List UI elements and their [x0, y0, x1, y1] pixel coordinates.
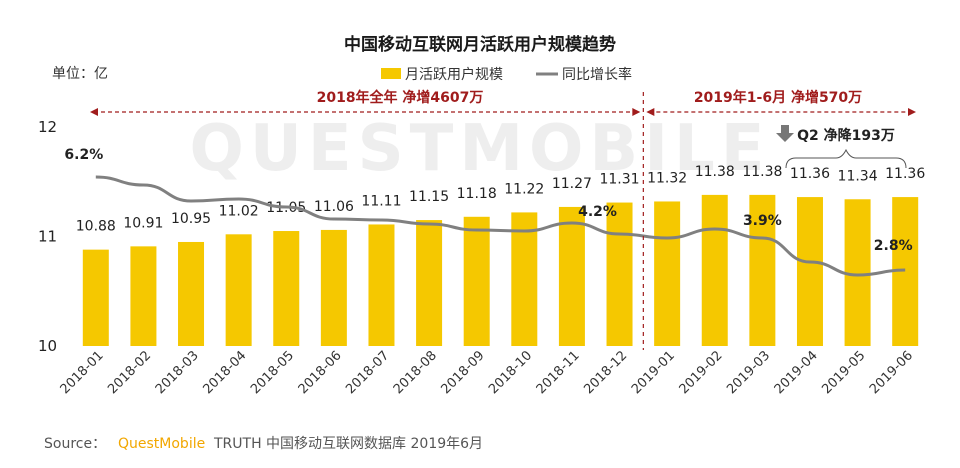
- watermark-text: QUESTMOBILE: [189, 112, 770, 186]
- chart-title: 中国移动互联网月活跃用户规模趋势: [344, 34, 616, 55]
- bar-2019-03: [749, 194, 776, 346]
- legend-label-bar: 月活跃用户规模: [405, 66, 503, 83]
- x-tick-label: 2018-03: [153, 348, 202, 397]
- growth-rate-label: 6.2%: [64, 147, 103, 163]
- bar-2018-09: [463, 216, 490, 346]
- bar-value-label: 11.15: [409, 189, 449, 205]
- period-2019-arrow-left: [646, 108, 655, 116]
- period-2019-arrow-right: [908, 108, 916, 116]
- bar-value-label: 11.38: [742, 164, 782, 180]
- bar-2019-05: [844, 199, 871, 346]
- x-tick-label: 2019-01: [629, 348, 678, 397]
- unit-label: 单位：亿: [52, 66, 108, 82]
- bar-value-label: 11.36: [885, 166, 925, 182]
- down-arrow-icon: [776, 125, 794, 142]
- bar-value-label: 11.18: [457, 186, 497, 202]
- growth-rate-label: 3.9%: [743, 213, 782, 229]
- bar-value-label: 11.06: [314, 199, 354, 215]
- x-tick-label: 2018-09: [439, 348, 488, 397]
- bar-value-label: 11.27: [552, 176, 592, 192]
- growth-rate-label: 4.2%: [578, 204, 617, 220]
- bar-2018-07: [368, 224, 395, 346]
- x-tick-label: 2019-04: [772, 348, 821, 397]
- bar-value-label: 11.38: [695, 164, 735, 180]
- growth-rate-label: 2.8%: [874, 238, 913, 254]
- x-tick-label: 2018-05: [248, 348, 297, 397]
- bar-value-label: 10.91: [123, 215, 163, 231]
- y-tick-label: 12: [38, 118, 57, 136]
- bar-value-label: 11.22: [504, 181, 544, 197]
- period-2018-label: 2018年全年 净增4607万: [317, 89, 484, 106]
- bar-2019-01: [654, 201, 681, 346]
- bar-2018-12: [606, 202, 633, 346]
- x-tick-label: 2019-06: [867, 348, 916, 397]
- x-tick-label: 2018-11: [534, 348, 583, 397]
- x-tick-label: 2018-07: [343, 348, 392, 397]
- x-tick-label: 2018-08: [391, 348, 440, 397]
- x-tick-label: 2019-05: [819, 348, 868, 397]
- bar-2018-03: [178, 241, 205, 346]
- period-2018-arrow-left: [90, 108, 98, 116]
- legend-swatch-bar: [381, 68, 401, 79]
- x-tick-label: 2018-02: [105, 348, 154, 397]
- bar-value-label: 11.36: [790, 166, 830, 182]
- bar-2018-06: [320, 229, 347, 346]
- source-rest: TRUTH 中国移动互联网数据库 2019年6月: [213, 436, 483, 452]
- growth-rate-line: [95, 175, 906, 277]
- period-2018-arrow-right: [632, 108, 641, 116]
- x-tick-label: 2019-03: [724, 348, 773, 397]
- bar-2018-02: [130, 246, 157, 346]
- x-tick-label: 2018-01: [58, 348, 107, 397]
- x-tick-label: 2018-04: [200, 348, 249, 397]
- legend-label-line: 同比增长率: [562, 66, 632, 83]
- bar-2018-08: [416, 220, 443, 346]
- x-tick-label: 2018-10: [486, 348, 535, 397]
- bar-2019-04: [796, 197, 823, 346]
- bar-2018-04: [225, 234, 252, 346]
- period-2019-label: 2019年1-6月 净增570万: [694, 89, 862, 106]
- bar-value-label: 10.95: [171, 211, 211, 227]
- y-tick-label: 10: [38, 337, 57, 355]
- bar-2018-01: [82, 249, 109, 346]
- source-brand: QuestMobile: [118, 436, 205, 452]
- bar-value-label: 11.32: [647, 170, 687, 186]
- x-tick-label: 2018-06: [296, 348, 345, 397]
- q2-brace: [785, 148, 907, 169]
- bar-2018-11: [558, 206, 585, 346]
- bar-2019-02: [701, 194, 728, 346]
- bar-value-label: 11.31: [599, 172, 639, 188]
- x-tick-label: 2018-12: [581, 348, 630, 397]
- bar-value-label: 10.88: [76, 219, 116, 235]
- y-tick-label: 11: [38, 228, 57, 246]
- x-tick-label: 2019-02: [677, 348, 726, 397]
- bar-value-label: 11.02: [219, 203, 259, 219]
- bar-2018-10: [511, 212, 538, 346]
- bar-value-label: 11.34: [838, 168, 878, 184]
- bar-value-label: 11.11: [361, 193, 401, 209]
- bar-2018-05: [273, 231, 300, 346]
- q2-note-label: Q2 净降193万: [797, 127, 895, 144]
- source-prefix: Source：: [44, 436, 106, 452]
